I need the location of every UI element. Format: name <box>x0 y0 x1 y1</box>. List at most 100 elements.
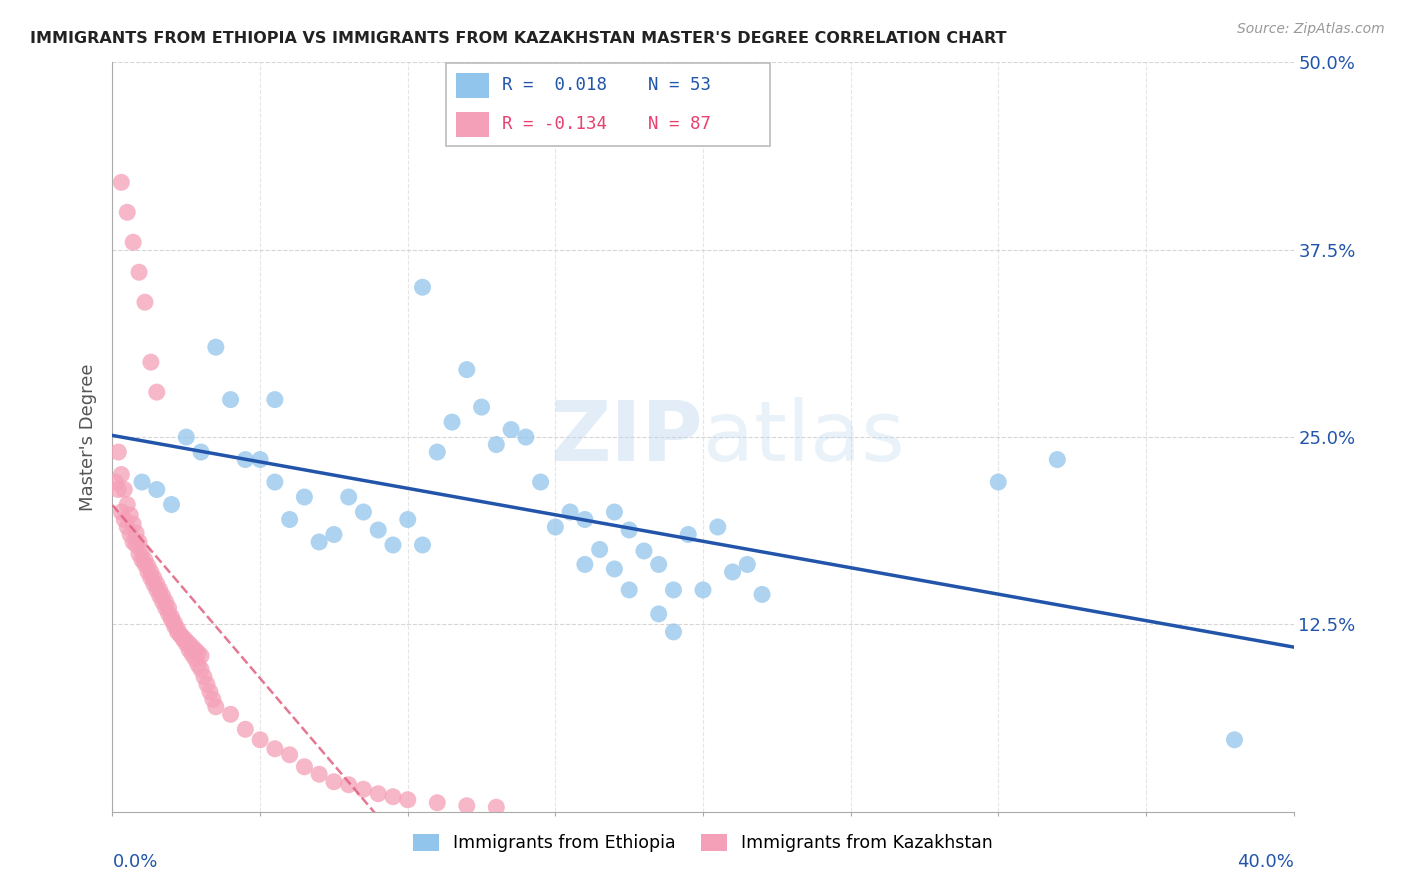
Text: N = 87: N = 87 <box>648 115 711 133</box>
Text: 40.0%: 40.0% <box>1237 853 1294 871</box>
Point <box>706 520 728 534</box>
Point <box>647 558 671 572</box>
Point <box>149 589 172 603</box>
Point <box>544 520 567 534</box>
Point <box>249 732 271 747</box>
Point <box>122 535 145 549</box>
Point <box>112 483 135 497</box>
Point <box>515 430 537 444</box>
Point <box>131 553 153 567</box>
Point <box>619 523 641 537</box>
Point <box>721 565 744 579</box>
Point <box>120 527 142 541</box>
Point <box>110 505 132 519</box>
Point <box>179 637 201 651</box>
Point <box>195 677 218 691</box>
Point <box>292 490 315 504</box>
Point <box>323 774 346 789</box>
Point <box>160 610 183 624</box>
Text: 0.0%: 0.0% <box>112 853 157 871</box>
Point <box>219 392 242 407</box>
Point <box>367 523 389 537</box>
Point <box>139 565 162 579</box>
Point <box>136 565 159 579</box>
Point <box>308 535 330 549</box>
Legend: Immigrants from Ethiopia, Immigrants from Kazakhstan: Immigrants from Ethiopia, Immigrants fro… <box>406 827 1000 859</box>
Point <box>181 648 204 662</box>
Point <box>174 637 197 651</box>
Point <box>146 385 169 400</box>
Point <box>603 505 626 519</box>
Text: R = -0.134: R = -0.134 <box>502 115 607 133</box>
Point <box>128 265 150 279</box>
Point <box>181 640 204 654</box>
Point <box>107 483 129 497</box>
Text: R =  0.018: R = 0.018 <box>502 77 607 95</box>
Point <box>134 553 156 567</box>
Point <box>149 582 172 597</box>
Point <box>337 778 360 792</box>
Point <box>278 512 301 526</box>
Point <box>152 595 174 609</box>
Point <box>174 430 197 444</box>
Point <box>160 613 183 627</box>
Point <box>112 512 135 526</box>
Point <box>152 589 174 603</box>
Point <box>193 670 215 684</box>
Point <box>125 526 148 541</box>
Point <box>382 538 405 552</box>
FancyBboxPatch shape <box>446 63 770 146</box>
Point <box>619 582 641 597</box>
Point <box>117 205 138 219</box>
Point <box>174 633 197 648</box>
Point <box>128 535 150 549</box>
Point <box>558 505 582 519</box>
Point <box>692 582 714 597</box>
Point <box>160 498 183 512</box>
Point <box>190 445 212 459</box>
Point <box>337 490 360 504</box>
Point <box>146 582 169 597</box>
Point <box>264 741 287 756</box>
Point <box>574 512 596 526</box>
Point <box>117 498 138 512</box>
Point <box>633 544 655 558</box>
Point <box>264 475 287 489</box>
Point <box>352 782 374 797</box>
Point <box>110 467 132 482</box>
Point <box>987 475 1010 489</box>
Point <box>485 437 508 451</box>
Text: Source: ZipAtlas.com: Source: ZipAtlas.com <box>1237 22 1385 37</box>
Point <box>485 800 508 814</box>
Point <box>278 747 301 762</box>
Point <box>107 445 129 459</box>
Point <box>172 631 194 645</box>
Point <box>155 595 177 609</box>
Point <box>323 527 346 541</box>
Point <box>367 787 389 801</box>
Bar <box>456 72 489 98</box>
Point <box>179 643 201 657</box>
Point <box>233 452 256 467</box>
Point <box>117 520 138 534</box>
Point <box>678 527 700 541</box>
Point <box>737 558 759 572</box>
Point <box>163 615 186 630</box>
Point <box>382 789 405 804</box>
Point <box>134 558 156 572</box>
Text: N = 53: N = 53 <box>648 77 711 95</box>
Text: atlas: atlas <box>703 397 904 477</box>
Point <box>142 571 165 585</box>
Point <box>190 662 212 676</box>
Point <box>396 512 419 526</box>
Text: ZIP: ZIP <box>551 397 703 477</box>
Point <box>574 558 596 572</box>
Point <box>128 547 150 561</box>
Point <box>470 400 494 414</box>
Text: IMMIGRANTS FROM ETHIOPIA VS IMMIGRANTS FROM KAZAKHSTAN MASTER'S DEGREE CORRELATI: IMMIGRANTS FROM ETHIOPIA VS IMMIGRANTS F… <box>30 31 1007 46</box>
Point <box>187 657 209 672</box>
Point <box>166 624 188 639</box>
Point <box>163 619 186 633</box>
Point <box>139 355 162 369</box>
Point <box>122 235 145 250</box>
